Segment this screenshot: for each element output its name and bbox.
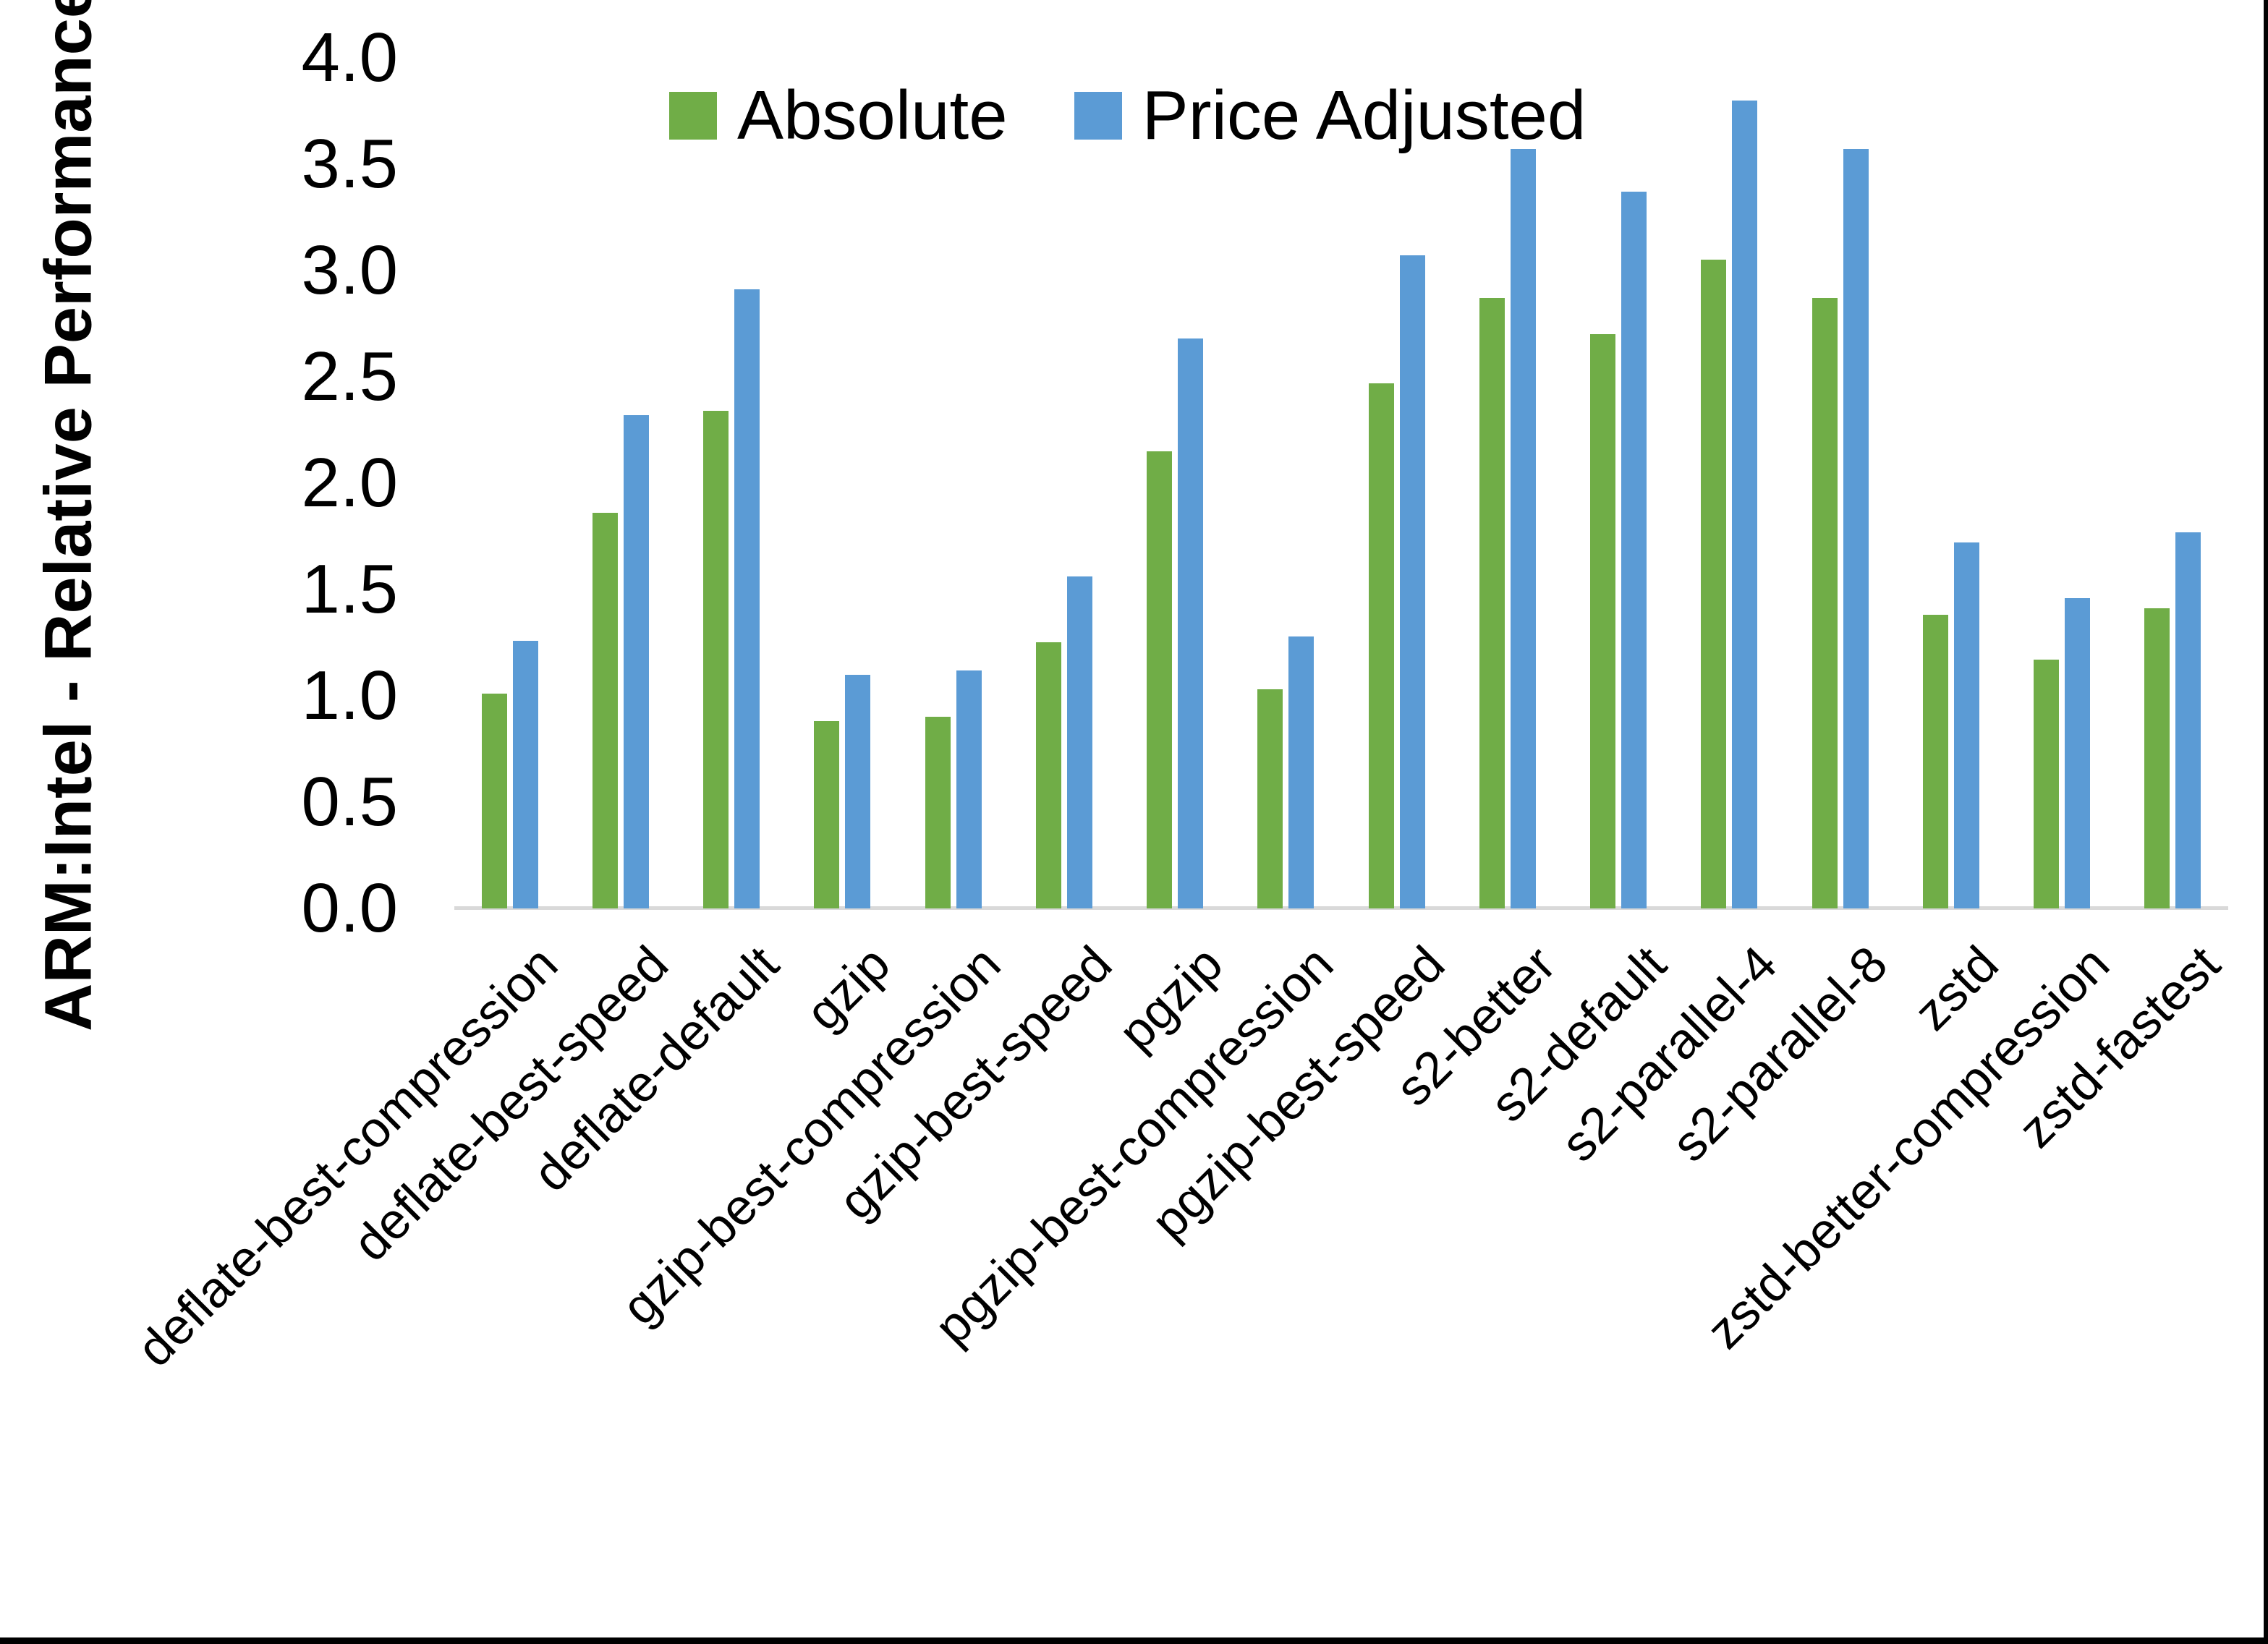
- bar-price-adjusted-s2-default: [1621, 192, 1647, 908]
- bar-absolute-zstd-better-compression: [2034, 660, 2059, 908]
- bar-price-adjusted-zstd-fastest: [2175, 532, 2201, 908]
- bar-absolute-zstd-fastest: [2144, 608, 2170, 908]
- bar-absolute-s2-parallel-8: [1812, 298, 1838, 908]
- bar-absolute-s2-parallel-4: [1701, 260, 1726, 908]
- bar-price-adjusted-s2-better: [1511, 149, 1536, 908]
- bar-absolute-gzip: [814, 721, 839, 908]
- legend-swatch-price-adjusted-icon: [1074, 92, 1122, 140]
- y-axis-tick-label: 1.0: [301, 657, 398, 734]
- y-axis-tick-label: 2.5: [301, 338, 398, 415]
- y-axis-tick-label: 0.5: [301, 763, 398, 840]
- bar-absolute-pgzip-best-speed: [1369, 383, 1394, 908]
- bar-absolute-deflate-default: [703, 411, 729, 908]
- bar-price-adjusted-gzip-best-compression: [956, 670, 982, 908]
- x-axis-label-deflate-best-compression: deflate-best-compression: [126, 935, 568, 1378]
- bar-price-adjusted-zstd-better-compression: [2065, 598, 2090, 908]
- bar-absolute-pgzip: [1147, 451, 1172, 908]
- bar-price-adjusted-s2-parallel-4: [1732, 101, 1757, 908]
- bar-absolute-gzip-best-compression: [925, 717, 951, 908]
- legend: Absolute Price Adjusted: [669, 81, 1586, 150]
- bar-absolute-zstd: [1923, 615, 1948, 908]
- legend-item-price-adjusted: Price Adjusted: [1074, 77, 1587, 154]
- bar-price-adjusted-pgzip: [1178, 338, 1203, 908]
- legend-swatch-absolute-icon: [669, 92, 717, 140]
- bar-price-adjusted-gzip: [845, 675, 870, 908]
- x-axis-line: [454, 906, 2228, 910]
- bar-price-adjusted-deflate-best-speed: [624, 415, 649, 908]
- y-axis-tick-label: 2.0: [301, 444, 398, 521]
- bar-price-adjusted-deflate-best-compression: [513, 641, 538, 908]
- bar-absolute-gzip-best-speed: [1036, 642, 1061, 908]
- bar-absolute-deflate-best-compression: [482, 694, 507, 908]
- y-axis-tick-label: 0.0: [301, 869, 398, 947]
- bar-price-adjusted-s2-parallel-8: [1843, 149, 1869, 908]
- y-axis-tick-label: 4.0: [301, 19, 398, 96]
- legend-item-absolute: Absolute: [669, 81, 1008, 150]
- bar-price-adjusted-zstd: [1954, 542, 1979, 908]
- bar-absolute-s2-better: [1479, 298, 1505, 908]
- legend-label-absolute: Absolute: [737, 77, 1008, 154]
- y-axis-tick-label: 1.5: [301, 550, 398, 628]
- bar-absolute-deflate-best-speed: [593, 513, 618, 908]
- bar-price-adjusted-deflate-default: [734, 289, 760, 908]
- bar-price-adjusted-gzip-best-speed: [1067, 576, 1092, 908]
- y-axis-tick-label: 3.5: [301, 125, 398, 203]
- bar-price-adjusted-pgzip-best-compression: [1288, 636, 1314, 908]
- bar-absolute-pgzip-best-compression: [1257, 689, 1283, 908]
- bar-price-adjusted-pgzip-best-speed: [1400, 255, 1425, 908]
- bar-absolute-s2-default: [1590, 334, 1615, 908]
- y-axis-tick-label: 3.0: [301, 231, 398, 309]
- legend-label-price-adjusted: Price Adjusted: [1142, 77, 1587, 154]
